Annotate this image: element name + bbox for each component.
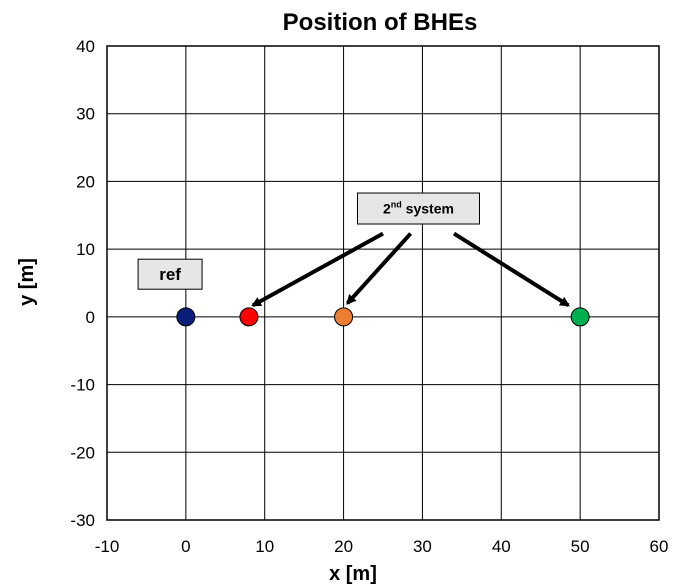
x-tick-label: 10 bbox=[255, 537, 274, 556]
second-system-label: 2nd system bbox=[383, 200, 454, 217]
y-tick-label: -10 bbox=[70, 376, 95, 395]
plot-frame bbox=[106, 45, 660, 521]
data-point bbox=[334, 307, 354, 327]
x-tick-label: 30 bbox=[413, 537, 432, 556]
y-tick-label: 0 bbox=[86, 308, 95, 327]
x-tick-label: 40 bbox=[492, 537, 511, 556]
x-tick-label: 0 bbox=[181, 537, 190, 556]
y-tick-label: -20 bbox=[70, 443, 95, 462]
annotation-arrows bbox=[251, 231, 571, 308]
tick-labels: -10 0 10 20 30 40 50 60 -30 -20 -10 0 10 20 30 40 bbox=[70, 37, 668, 556]
y-tick-label: 40 bbox=[76, 37, 95, 56]
annotation-arrow bbox=[251, 231, 384, 308]
x-tick-label: -10 bbox=[95, 537, 120, 556]
data-point bbox=[570, 307, 590, 327]
data-point bbox=[239, 307, 259, 327]
ref-label: ref bbox=[159, 265, 181, 284]
ref-label-box bbox=[137, 258, 203, 290]
second-system-label-box bbox=[356, 192, 480, 225]
x-tick-label: 50 bbox=[571, 537, 590, 556]
y-axis-label: y [m] bbox=[16, 258, 38, 306]
x-axis-label: x [m] bbox=[329, 563, 377, 585]
annotation-arrow bbox=[452, 231, 571, 308]
chart-title: Position of BHEs bbox=[283, 9, 478, 36]
y-tick-label: 10 bbox=[76, 240, 95, 259]
y-tick-label: 30 bbox=[76, 105, 95, 124]
x-tick-label: 60 bbox=[650, 537, 669, 556]
y-tick-label: -30 bbox=[70, 511, 95, 530]
x-tick-label: 20 bbox=[334, 537, 353, 556]
data-point bbox=[176, 307, 196, 327]
annotations: ref 2nd system bbox=[137, 192, 480, 290]
annotation-arrow bbox=[346, 232, 413, 305]
grid bbox=[106, 45, 660, 521]
y-tick-label: 20 bbox=[76, 172, 95, 191]
data-points bbox=[176, 307, 590, 327]
